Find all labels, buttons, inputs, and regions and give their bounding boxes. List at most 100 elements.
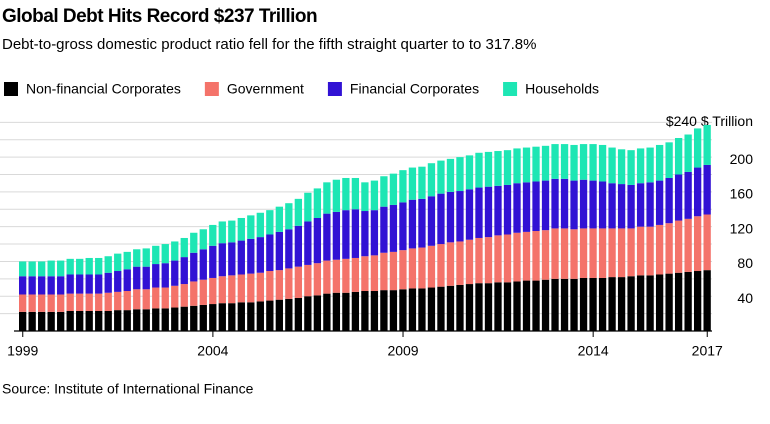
bar-segment bbox=[161, 263, 169, 288]
bar-segment bbox=[418, 288, 426, 331]
bar-segment bbox=[152, 245, 160, 265]
bar-segment bbox=[85, 293, 93, 312]
bar-segment bbox=[199, 249, 207, 280]
bar-segment bbox=[342, 210, 350, 259]
legend-label: Financial Corporates bbox=[350, 81, 479, 97]
x-tick-label: 2014 bbox=[578, 343, 609, 359]
bar-segment bbox=[589, 144, 597, 181]
bar-segment bbox=[171, 307, 179, 331]
bar-segment bbox=[152, 264, 160, 288]
bar-segment bbox=[484, 151, 493, 187]
bar-segment bbox=[152, 287, 160, 309]
bar-segment bbox=[256, 272, 264, 302]
bar-segment bbox=[380, 176, 388, 207]
bar-segment bbox=[76, 293, 84, 312]
bar-segment bbox=[313, 188, 322, 218]
bar-segment bbox=[123, 251, 131, 270]
bar-segment bbox=[655, 274, 664, 331]
bar-segment bbox=[484, 237, 493, 284]
bar-segment bbox=[332, 211, 341, 260]
bar-segment bbox=[380, 206, 388, 253]
bar-segment bbox=[589, 180, 597, 229]
bar-segment bbox=[655, 180, 664, 225]
bar-segment bbox=[494, 235, 502, 283]
bar-segment bbox=[285, 298, 293, 331]
bar-segment bbox=[636, 183, 645, 227]
bar-segment bbox=[209, 304, 217, 331]
bar-segment bbox=[171, 241, 179, 261]
bar-segment bbox=[114, 310, 122, 331]
bar-segment bbox=[370, 180, 379, 211]
bar-segment bbox=[684, 218, 692, 272]
bar-segment bbox=[313, 295, 322, 331]
bar-segment bbox=[304, 221, 312, 265]
bar-segment bbox=[247, 273, 255, 303]
x-tick-label: 2004 bbox=[197, 343, 228, 359]
y-tick-label: 120 bbox=[730, 220, 754, 236]
bar-segment bbox=[456, 191, 464, 242]
bar-segment bbox=[693, 216, 702, 272]
bar-segment bbox=[351, 177, 360, 210]
bar-segment bbox=[636, 226, 645, 276]
bar-segment bbox=[627, 184, 635, 229]
bar-segment bbox=[627, 150, 635, 185]
bar-segment bbox=[532, 181, 540, 232]
bar-segment bbox=[218, 303, 226, 331]
bar-segment bbox=[38, 311, 46, 331]
bar-segment bbox=[570, 180, 578, 230]
bar-segment bbox=[617, 184, 626, 229]
bar-segment bbox=[703, 214, 711, 271]
bar-segment bbox=[133, 249, 141, 267]
bar-segment bbox=[218, 276, 226, 304]
bar-segment bbox=[76, 258, 84, 275]
bar-segment bbox=[28, 311, 36, 331]
bar-segment bbox=[484, 283, 493, 331]
bar-segment bbox=[19, 276, 27, 295]
bar-segment bbox=[475, 152, 483, 188]
bar-segment bbox=[228, 303, 236, 331]
bar-segment bbox=[114, 271, 122, 292]
y-tick-label: 80 bbox=[737, 255, 753, 271]
bar-segment bbox=[513, 148, 521, 184]
bar-segment bbox=[703, 270, 711, 331]
bar-segment bbox=[171, 260, 179, 286]
bar-segment bbox=[684, 271, 692, 331]
bar-segment bbox=[541, 180, 550, 231]
bar-segment bbox=[361, 211, 369, 257]
bar-segment bbox=[57, 276, 65, 295]
legend-label: Non-financial Corporates bbox=[26, 81, 181, 97]
bar-segment bbox=[323, 260, 331, 294]
bar-segment bbox=[85, 257, 93, 275]
bar-segment bbox=[161, 287, 169, 309]
chart-subtitle: Debt-to-gross domestic product ratio fel… bbox=[2, 36, 536, 53]
bar-segment bbox=[370, 210, 379, 256]
bar-segment bbox=[180, 257, 188, 285]
bar-segment bbox=[541, 145, 550, 181]
bar-segment bbox=[19, 261, 27, 277]
bar-segment bbox=[532, 231, 540, 281]
bar-segment bbox=[247, 238, 255, 274]
bar-segment bbox=[503, 282, 512, 331]
bar-segment bbox=[446, 158, 455, 192]
bar-segment bbox=[342, 258, 350, 293]
bar-segment bbox=[617, 149, 626, 185]
bar-segment bbox=[399, 289, 407, 331]
bar-segment bbox=[142, 309, 150, 331]
bar-segment bbox=[617, 228, 626, 278]
bar-segment bbox=[532, 146, 540, 182]
bar-segment bbox=[627, 228, 635, 277]
bar-segment bbox=[389, 251, 398, 291]
bar-segment bbox=[684, 134, 692, 172]
bar-segment bbox=[66, 258, 74, 275]
bar-segment bbox=[342, 292, 350, 331]
bar-segment bbox=[427, 163, 436, 197]
bar-segment bbox=[19, 311, 27, 331]
bar-segment bbox=[66, 311, 74, 331]
bar-segment bbox=[370, 291, 379, 331]
bar-segment bbox=[665, 142, 673, 178]
bar-segment bbox=[646, 275, 654, 331]
bar-segment bbox=[228, 220, 236, 243]
bar-segment bbox=[361, 256, 369, 292]
bar-segment bbox=[114, 291, 122, 311]
bar-segment bbox=[57, 311, 65, 331]
